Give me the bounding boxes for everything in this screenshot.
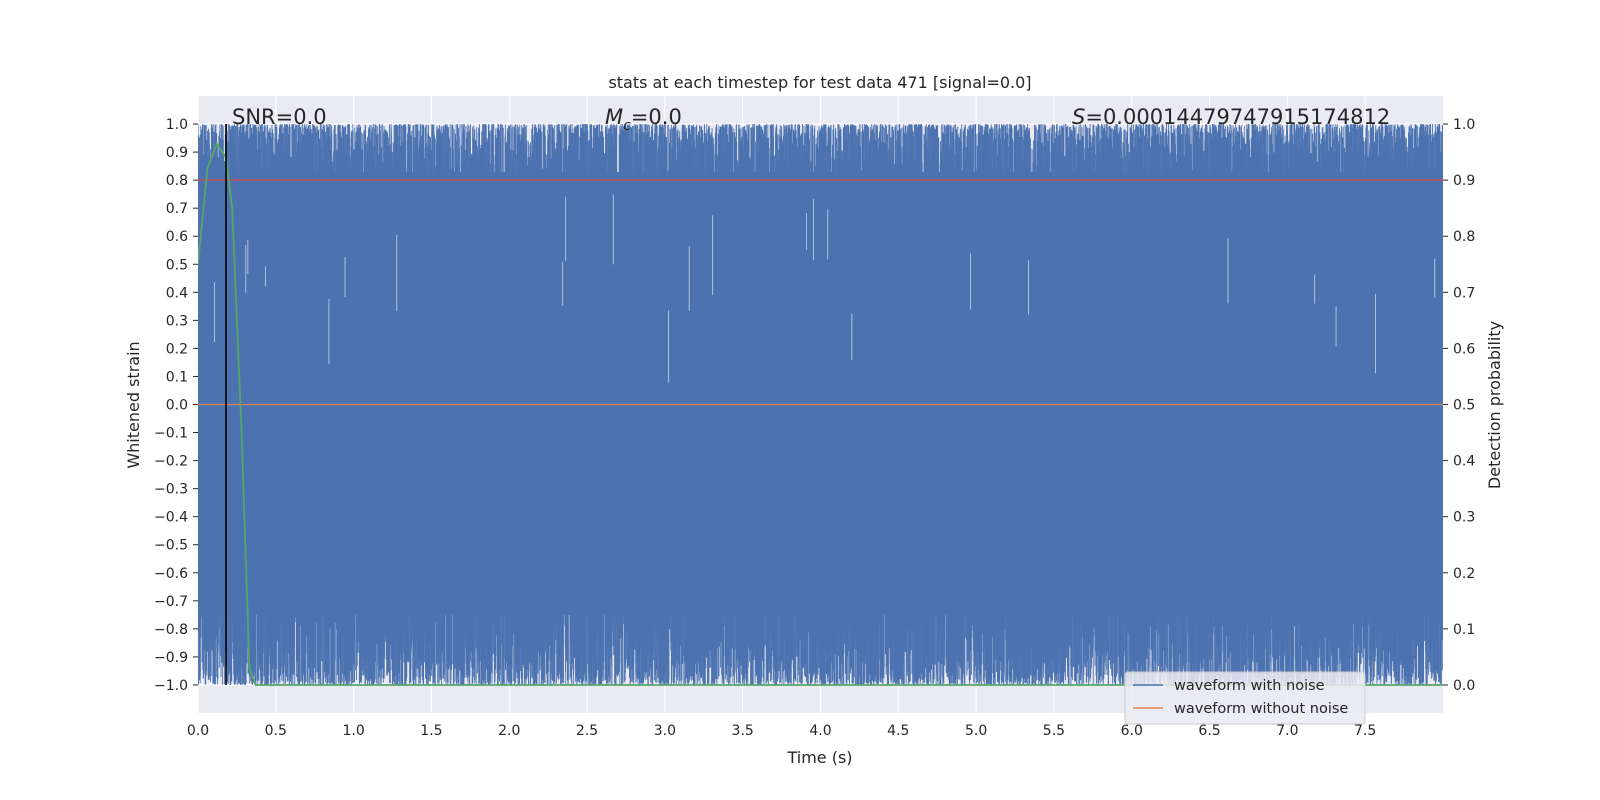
snr-annotation: SNR=0.0 [232,105,327,129]
detection-probability-line [198,141,1443,686]
y-tick-label-left: −0.4 [154,510,188,526]
y-tick-label-left: −1.0 [154,678,188,694]
x-axis-label: Time (s) [786,748,852,767]
x-tick-label: 6.0 [1121,723,1143,739]
y-tick-label-left: 0.4 [166,285,188,301]
x-tick-label: 4.0 [809,723,831,739]
mc-symbol: M [605,105,623,129]
x-tick-label: 7.5 [1354,723,1376,739]
s-symbol: S [1072,105,1085,129]
y-tick-label-right: 0.0 [1453,678,1475,694]
y-tick-label-left: 0.0 [166,398,188,414]
noise-waveform-line [198,124,1443,685]
y-tick-label-left: −0.9 [154,650,188,666]
y-tick-label-left: 0.1 [166,369,188,385]
y-tick-label-right: 0.3 [1453,510,1475,526]
y-tick-label-left: 0.7 [166,201,188,217]
y-tick-label-left: −0.6 [154,566,188,582]
y-tick-label-left: −0.7 [154,594,188,610]
mc-subscript: c [623,118,631,134]
plot-layer [198,124,1443,686]
chart-title: stats at each timestep for test data 471… [608,73,1031,92]
x-tick-label: 0.0 [187,723,209,739]
y-tick-label-right: 0.8 [1453,229,1475,245]
x-tick-label: 3.5 [732,723,754,739]
y-tick-label-left: 0.8 [166,173,188,189]
y-tick-label-right: 0.7 [1453,285,1475,301]
legend: waveform with noise waveform without noi… [1124,671,1366,725]
y-tick-label-right: 0.2 [1453,566,1475,582]
x-tick-label: 6.5 [1198,723,1220,739]
x-tick-label: 1.5 [420,723,442,739]
y-tick-label-left: −0.8 [154,622,188,638]
y-tick-label-left: −0.2 [154,454,188,470]
y-tick-label-right: 0.1 [1453,622,1475,638]
y-tick-label-left: −0.3 [154,482,188,498]
x-tick-label: 0.5 [265,723,287,739]
y-tick-label-left: 0.3 [166,313,188,329]
x-tick-label: 4.5 [887,723,909,739]
y-tick-label-right: 0.6 [1453,341,1475,357]
y-tick-label-left: 0.6 [166,229,188,245]
x-tick-label: 7.0 [1276,723,1298,739]
legend-box [1124,671,1366,725]
s-annotation: S=0.00014479747915174812 [1072,105,1390,129]
y-tick-label-right: 0.4 [1453,454,1475,470]
x-tick-label: 5.5 [1043,723,1065,739]
y-tick-label-left: 0.9 [166,145,188,161]
y-tick-label-left: −0.1 [154,426,188,442]
mc-annotation: Mc=0.0 [605,105,682,134]
y-tick-label-right: 0.9 [1453,173,1475,189]
y-tick-label-right: 0.5 [1453,398,1475,414]
legend-label-clean: waveform without noise [1174,701,1348,717]
y-tick-label-right: 1.0 [1453,117,1475,133]
mc-value: =0.0 [631,105,682,129]
y-tick-label-left: −0.5 [154,538,188,554]
x-tick-label: 2.0 [498,723,520,739]
s-value: =0.00014479747915174812 [1085,105,1390,129]
legend-label-noise: waveform with noise [1174,678,1325,694]
y-tick-label-left: 0.5 [166,257,188,273]
x-tick-label: 1.0 [342,723,364,739]
y-tick-label-left: 0.2 [166,341,188,357]
y-axis-label-right: Detection probability [1485,321,1504,489]
x-tick-label: 2.5 [576,723,598,739]
x-tick-label: 3.0 [654,723,676,739]
y-axis-label-left: Whitened strain [124,341,143,468]
y-tick-label-left: 1.0 [166,117,188,133]
x-tick-label: 5.0 [965,723,987,739]
axes: 0.0 0.5 1.0 1.5 2.0 2.5 3.0 3.5 4.0 4.5 5.0 5.5 6.0 6… [154,117,1475,739]
